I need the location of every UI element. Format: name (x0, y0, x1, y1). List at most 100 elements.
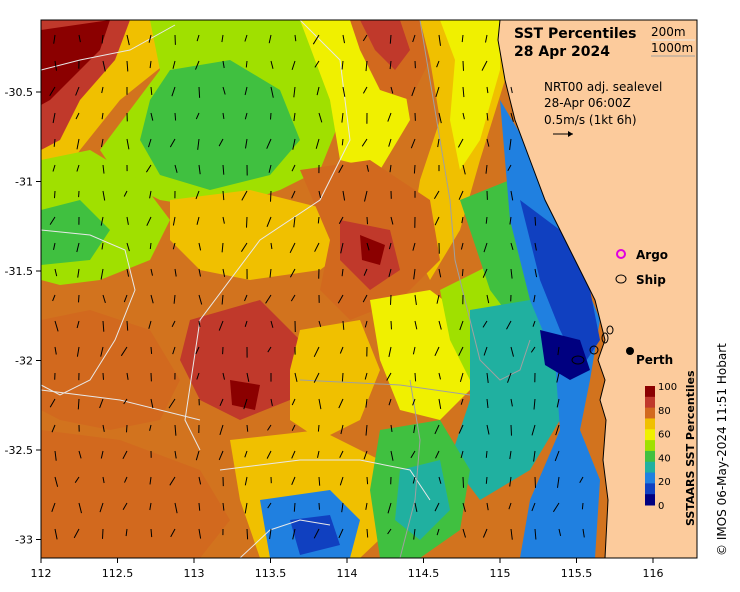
x-tick-label: 113 (184, 567, 205, 580)
current-vector (291, 190, 296, 199)
current-vector (389, 34, 392, 44)
current-vector (100, 346, 104, 357)
current-vector (316, 86, 320, 96)
current-vector (99, 502, 104, 513)
current-vector (582, 528, 585, 538)
current-vector (318, 398, 322, 410)
current-vector (412, 476, 416, 484)
current-vector (74, 476, 80, 483)
y-tick-label: -32 (15, 355, 33, 368)
current-vector (150, 528, 153, 538)
current-vector (246, 528, 249, 540)
current-vector (507, 164, 512, 171)
current-vector (54, 268, 58, 277)
current-vector (340, 242, 344, 254)
current-vector (510, 86, 513, 94)
current-vector (510, 424, 512, 436)
current-vector (171, 86, 176, 97)
current-vector (76, 242, 80, 253)
current-vector (458, 424, 464, 434)
current-vector (294, 372, 298, 382)
current-vector (460, 450, 464, 459)
current-vector (386, 372, 392, 381)
current-vector (410, 138, 416, 149)
current-vector (102, 60, 106, 72)
current-vector (341, 268, 344, 277)
current-vector (337, 294, 344, 304)
current-vector (434, 502, 440, 512)
current-vector (221, 294, 224, 305)
current-vector (102, 190, 106, 201)
current-vector (366, 242, 370, 251)
current-vector (54, 346, 57, 355)
current-vector (240, 242, 248, 252)
current-vector (268, 34, 272, 44)
x-tick-label: 114.5 (408, 567, 440, 580)
current-vector (318, 112, 323, 123)
current-vector (102, 476, 105, 484)
current-vector (123, 294, 128, 303)
colorbar-segment (645, 418, 655, 430)
current-vector (412, 398, 416, 406)
current-vector (388, 398, 392, 406)
current-vector (149, 190, 152, 199)
current-vector (222, 190, 225, 201)
current-vector (222, 112, 225, 119)
current-vector (390, 320, 392, 330)
current-vector (222, 268, 226, 277)
current-vector (270, 86, 274, 98)
colorbar-segment (645, 386, 655, 398)
x-tick-label: 112 (31, 567, 52, 580)
current-vector (387, 528, 392, 535)
current-vector (509, 216, 512, 225)
current-vector (53, 138, 56, 147)
current-vector (218, 450, 224, 461)
current-vector (414, 294, 417, 305)
current-vector (124, 476, 128, 483)
current-vector (102, 372, 104, 380)
current-vector (315, 138, 320, 149)
current-vector (169, 138, 176, 148)
current-vector (102, 320, 105, 332)
current-vector (482, 320, 488, 328)
current-vector (362, 294, 368, 303)
current-vector (579, 476, 584, 483)
current-vector (363, 450, 368, 460)
current-vector (292, 138, 296, 150)
current-vector (171, 320, 176, 328)
current-vector (241, 190, 248, 201)
colorbar-segment (645, 483, 655, 495)
current-vector (218, 320, 224, 331)
current-vector (270, 242, 273, 250)
current-vector (73, 528, 80, 539)
current-vector (122, 450, 128, 460)
current-vector (174, 268, 177, 277)
current-vector (390, 86, 394, 94)
current-vector (291, 398, 296, 406)
current-vector (78, 294, 80, 303)
current-vector (411, 86, 416, 97)
current-vector (266, 216, 272, 227)
current-vector (581, 502, 584, 510)
ship-markers (571, 325, 614, 365)
current-vector (435, 450, 440, 459)
current-vector (291, 164, 296, 172)
current-vector (485, 34, 488, 43)
current-vector (265, 294, 272, 304)
x-axis: 112 112.5 113 113.5 114 114.5 115 115.5 116 (31, 558, 664, 580)
current-vector (486, 294, 490, 304)
current-vector (462, 502, 466, 512)
current-vector (412, 34, 416, 43)
current-vector (485, 216, 488, 224)
current-vector (125, 528, 128, 537)
perth-marker-icon (626, 347, 634, 355)
current-vector (510, 398, 513, 407)
current-vector (387, 112, 392, 122)
current-vector (123, 190, 128, 197)
scale-arrow-icon (553, 131, 573, 137)
current-vector (509, 450, 512, 460)
current-vector (462, 164, 466, 175)
current-vector (49, 86, 56, 97)
current-vector (149, 502, 152, 511)
current-vector (126, 268, 130, 277)
